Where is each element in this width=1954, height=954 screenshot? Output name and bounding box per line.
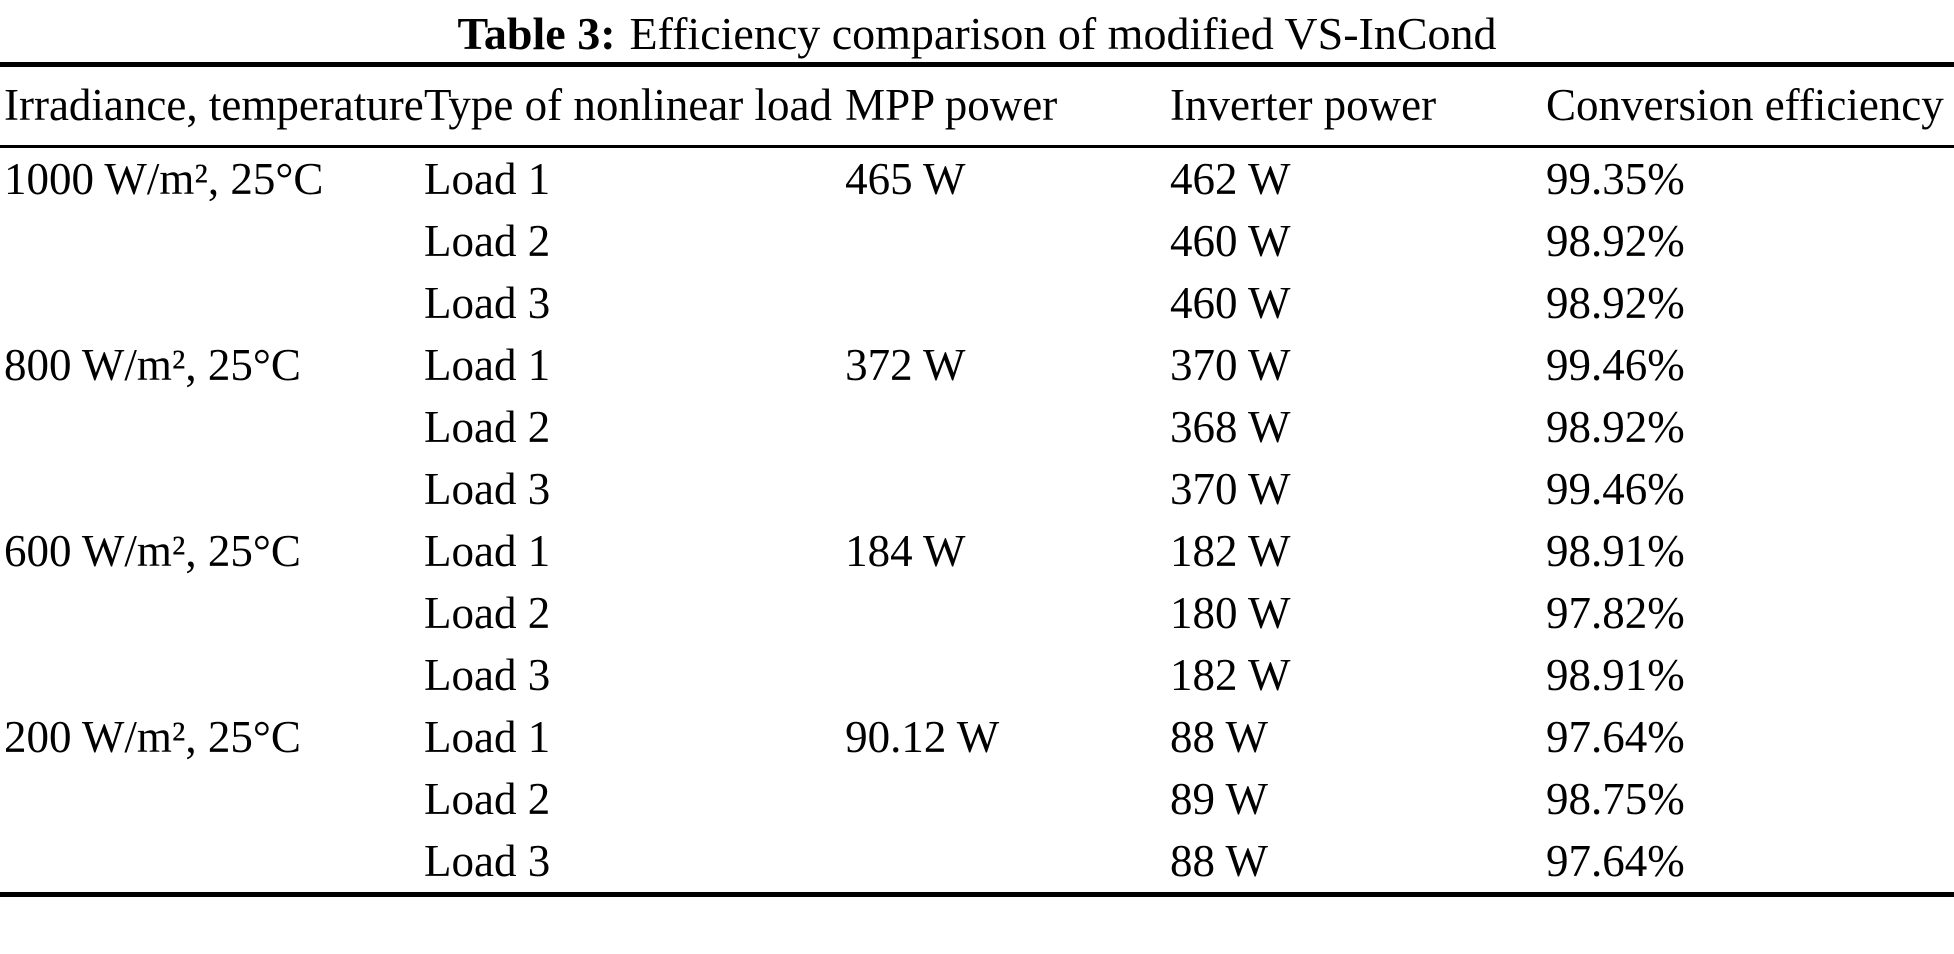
cell-mpp-power: 465 W (845, 154, 966, 204)
table-header-row: Irradiance, temperature Type of nonlinea… (0, 64, 1954, 148)
table-row: Load 2 180 W 97.82% (0, 582, 1954, 644)
cell-efficiency: 97.64% (1545, 712, 1685, 762)
cell-efficiency: 98.92% (1545, 402, 1685, 452)
cell-efficiency: 98.92% (1545, 216, 1685, 266)
cell-mpp-power (845, 210, 1170, 272)
cell-inverter-power: 88 W (1170, 836, 1268, 886)
cell-mpp-power: 90.12 W (845, 712, 1000, 762)
header-conversion-efficiency: Conversion efficiency (1545, 64, 1954, 148)
table-row: Load 3 460 W 98.92% (0, 272, 1954, 334)
cell-inverter-power: 180 W (1170, 588, 1291, 638)
cell-load-type: Load 2 (424, 216, 551, 266)
cell-mpp-power (845, 272, 1170, 334)
table-row: 600 W/m², 25°C Load 1 184 W 182 W 98.91% (0, 520, 1954, 582)
cell-irradiance: 1000 W/m², 25°C (4, 154, 324, 204)
header-type-of-nonlinear-load: Type of nonlinear load (424, 64, 846, 148)
cell-efficiency: 99.46% (1545, 464, 1685, 514)
cell-efficiency: 97.64% (1545, 836, 1685, 886)
table-row: Load 2 368 W 98.92% (0, 396, 1954, 458)
cell-inverter-power: 460 W (1170, 278, 1291, 328)
table-row: 800 W/m², 25°C Load 1 372 W 370 W 99.46% (0, 334, 1954, 396)
cell-mpp-power (845, 830, 1170, 895)
cell-mpp-power (845, 582, 1170, 644)
cell-irradiance: 200 W/m², 25°C (4, 712, 301, 762)
cell-irradiance (0, 396, 424, 458)
cell-irradiance (0, 458, 424, 520)
cell-inverter-power: 182 W (1170, 526, 1291, 576)
cell-load-type: Load 3 (424, 278, 551, 328)
cell-irradiance (0, 768, 424, 830)
cell-efficiency: 99.35% (1545, 154, 1685, 204)
cell-mpp-power (845, 458, 1170, 520)
cell-inverter-power: 88 W (1170, 712, 1268, 762)
cell-load-type: Load 1 (424, 712, 551, 762)
cell-inverter-power: 89 W (1170, 774, 1268, 824)
cell-efficiency: 98.91% (1545, 526, 1685, 576)
table-row: 200 W/m², 25°C Load 1 90.12 W 88 W 97.64% (0, 706, 1954, 768)
table-row: Load 3 370 W 99.46% (0, 458, 1954, 520)
header-mpp-power: MPP power (845, 64, 1171, 148)
cell-inverter-power: 370 W (1170, 340, 1291, 390)
cell-irradiance (0, 272, 424, 334)
cell-load-type: Load 2 (424, 774, 551, 824)
cell-load-type: Load 1 (424, 340, 551, 390)
cell-load-type: Load 1 (424, 526, 551, 576)
cell-load-type: Load 3 (424, 464, 551, 514)
table-row: Load 3 182 W 98.91% (0, 644, 1954, 706)
cell-mpp-power: 372 W (845, 340, 966, 390)
cell-efficiency: 97.82% (1545, 588, 1685, 638)
cell-efficiency: 98.91% (1545, 650, 1685, 700)
table-row: Load 3 88 W 97.64% (0, 830, 1954, 895)
cell-load-type: Load 2 (424, 402, 551, 452)
table-caption-text: Efficiency comparison of modified VS-InC… (629, 8, 1497, 59)
table-row: Load 2 89 W 98.75% (0, 768, 1954, 830)
cell-efficiency: 98.75% (1545, 774, 1685, 824)
header-inverter-power: Inverter power (1170, 64, 1546, 148)
cell-irradiance (0, 830, 424, 895)
cell-load-type: Load 3 (424, 650, 551, 700)
cell-efficiency: 99.46% (1545, 340, 1685, 390)
cell-inverter-power: 460 W (1170, 216, 1291, 266)
cell-inverter-power: 462 W (1170, 154, 1291, 204)
table-body: 1000 W/m², 25°C Load 1 465 W 462 W 99.35% Loa… (0, 147, 1954, 895)
cell-irradiance: 800 W/m², 25°C (4, 340, 301, 390)
cell-inverter-power: 368 W (1170, 402, 1291, 452)
cell-mpp-power (845, 644, 1170, 706)
efficiency-table: Irradiance, temperature Type of nonlinea… (0, 62, 1954, 897)
cell-irradiance: 600 W/m², 25°C (4, 526, 301, 576)
cell-irradiance (0, 644, 424, 706)
table-row: Load 2 460 W 98.92% (0, 210, 1954, 272)
header-irradiance-temperature: Irradiance, temperature (0, 64, 425, 148)
cell-load-type: Load 3 (424, 836, 551, 886)
cell-load-type: Load 1 (424, 154, 551, 204)
table-caption: Table 3: Efficiency comparison of modifie… (0, 0, 1954, 62)
cell-efficiency: 98.92% (1545, 278, 1685, 328)
cell-irradiance (0, 582, 424, 644)
cell-load-type: Load 2 (424, 588, 551, 638)
table-caption-label: Table 3: (457, 8, 616, 59)
cell-irradiance (0, 210, 424, 272)
cell-mpp-power: 184 W (845, 526, 966, 576)
cell-mpp-power (845, 396, 1170, 458)
cell-inverter-power: 182 W (1170, 650, 1291, 700)
cell-inverter-power: 370 W (1170, 464, 1291, 514)
cell-mpp-power (845, 768, 1170, 830)
table-row: 1000 W/m², 25°C Load 1 465 W 462 W 99.35% (0, 147, 1954, 211)
